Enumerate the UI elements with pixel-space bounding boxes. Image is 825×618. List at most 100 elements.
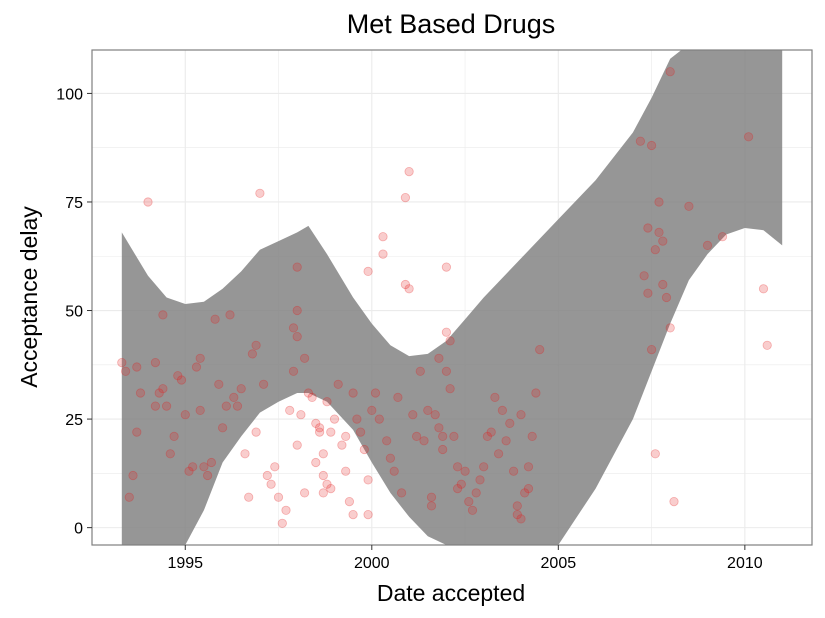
data-point (452, 462, 463, 472)
x-axis-title: Date accepted (377, 580, 525, 606)
data-point (158, 310, 168, 320)
data-point (292, 440, 302, 450)
data-point (501, 436, 511, 446)
data-point (654, 227, 664, 237)
x-tick-label: 1995 (167, 555, 203, 572)
data-point (277, 518, 287, 528)
data-point (717, 232, 728, 242)
x-tick-label: 2005 (541, 555, 577, 572)
data-point (411, 431, 422, 441)
data-point (370, 388, 381, 398)
data-point (266, 479, 276, 489)
data-point (535, 344, 545, 355)
data-point (531, 388, 541, 398)
data-point (132, 427, 142, 437)
data-point (180, 410, 190, 420)
data-point (646, 140, 657, 151)
data-point (702, 240, 713, 250)
data-point (669, 496, 679, 507)
data-point (322, 479, 332, 489)
data-point (318, 449, 328, 459)
data-point (329, 414, 340, 424)
data-point (758, 284, 769, 294)
data-point (404, 284, 414, 294)
data-point (646, 344, 657, 355)
data-point (452, 483, 463, 494)
data-point (367, 405, 377, 415)
data-point (162, 401, 172, 411)
data-point (743, 132, 754, 142)
data-point (415, 366, 425, 376)
x-tick-label: 2010 (727, 555, 763, 572)
data-point (191, 362, 202, 372)
data-point (311, 418, 321, 428)
data-point (523, 483, 534, 494)
data-point (512, 501, 522, 511)
data-point (456, 479, 466, 489)
data-point (400, 193, 410, 203)
data-point (393, 392, 403, 402)
data-point (441, 262, 451, 272)
data-point (232, 401, 243, 411)
data-point (658, 279, 668, 290)
data-point (650, 449, 660, 459)
data-point (117, 357, 127, 368)
data-point (359, 444, 369, 455)
data-point (251, 340, 261, 350)
data-point (430, 410, 440, 420)
data-point (479, 462, 489, 472)
data-point (665, 323, 675, 333)
data-point (363, 475, 373, 485)
data-point (206, 457, 216, 468)
data-point (508, 466, 519, 476)
data-point (132, 362, 142, 372)
data-point (322, 397, 332, 407)
data-point (493, 449, 504, 459)
data-point (471, 488, 481, 498)
axis-ticks: 1995 2000 2005 2010 0 25 50 75 100 (56, 86, 762, 572)
data-point (288, 323, 299, 333)
data-point (363, 509, 373, 520)
data-point (512, 509, 522, 520)
y-axis-title: Acceptance delay (16, 206, 42, 388)
data-point (441, 327, 451, 337)
data-point (158, 384, 168, 394)
plot-frame (91, 49, 813, 546)
data-point (299, 353, 310, 363)
data-point (150, 357, 160, 368)
y-tick-label: 75 (65, 195, 83, 212)
data-point (643, 223, 653, 233)
data-point (281, 505, 291, 515)
data-point (173, 371, 183, 381)
data-point (378, 249, 388, 259)
data-point (341, 466, 351, 476)
data-point (665, 67, 675, 77)
data-point (299, 488, 310, 498)
data-point (285, 405, 295, 415)
data-point (438, 444, 448, 455)
data-point (154, 388, 164, 398)
data-point (311, 457, 321, 468)
data-point (445, 336, 455, 346)
data-point (229, 392, 239, 402)
data-point (236, 384, 246, 394)
y-tick-label: 0 (74, 521, 83, 538)
data-point (419, 436, 429, 446)
data-point (165, 449, 175, 459)
data-point (121, 366, 131, 376)
data-point (352, 414, 362, 424)
data-point (400, 279, 410, 290)
data-point (348, 388, 358, 398)
data-point (326, 427, 336, 437)
data-point (255, 188, 265, 198)
data-point (449, 431, 459, 441)
data-point (169, 431, 179, 441)
data-point (184, 466, 194, 476)
confidence-band-area (121, 50, 783, 545)
data-point (408, 410, 418, 420)
data-point (385, 453, 395, 463)
data-point (434, 423, 444, 433)
y-tick-label: 100 (56, 86, 83, 103)
data-point (247, 349, 257, 359)
